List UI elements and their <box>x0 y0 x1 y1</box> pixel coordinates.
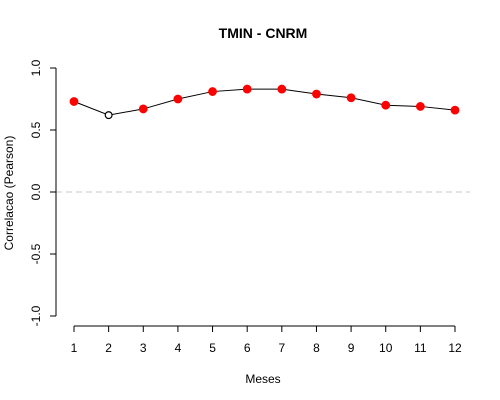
y-tick-label: 0.0 <box>29 183 43 200</box>
x-tick-label: 10 <box>379 341 393 355</box>
y-axis-label: Correlacao (Pearson) <box>2 136 16 251</box>
data-point-significant <box>69 97 79 106</box>
data-point-significant <box>208 87 217 96</box>
data-point-significant <box>415 102 425 111</box>
x-tick-label: 6 <box>244 341 251 355</box>
x-tick-label: 9 <box>348 341 355 355</box>
x-tick-label: 12 <box>448 341 462 355</box>
x-axis-label: Meses <box>245 372 280 386</box>
data-point-significant <box>346 93 356 103</box>
data-point-significant <box>312 89 321 99</box>
data-point-significant <box>138 104 148 114</box>
data-point-significant <box>277 84 287 94</box>
data-point-significant <box>381 100 391 110</box>
chart-title: TMIN - CNRM <box>219 25 308 41</box>
y-tick-label: 0.5 <box>29 121 43 138</box>
x-tick-label: 5 <box>209 341 216 355</box>
y-tick-label: -1.0 <box>29 305 43 326</box>
x-tick-label: 2 <box>105 341 112 355</box>
x-tick-label: 3 <box>140 341 147 355</box>
x-tick-label: 8 <box>313 341 320 355</box>
x-tick-label: 11 <box>414 341 427 355</box>
plot-area: -1.0-0.50.00.51.01 2 3 4 5 6 7 8 9 10 11 12 <box>29 59 470 355</box>
data-point-significant <box>450 105 460 115</box>
data-point-significant <box>242 84 252 94</box>
x-tick-label: 7 <box>278 341 285 355</box>
data-point-significant <box>173 94 183 104</box>
data-point-not-significant <box>104 111 113 120</box>
x-tick-label: 4 <box>175 341 182 355</box>
series-line <box>73 88 456 116</box>
x-tick-label: 1 <box>71 341 78 355</box>
y-tick-label: -0.5 <box>29 243 43 264</box>
y-tick-label: 1.0 <box>29 59 43 76</box>
